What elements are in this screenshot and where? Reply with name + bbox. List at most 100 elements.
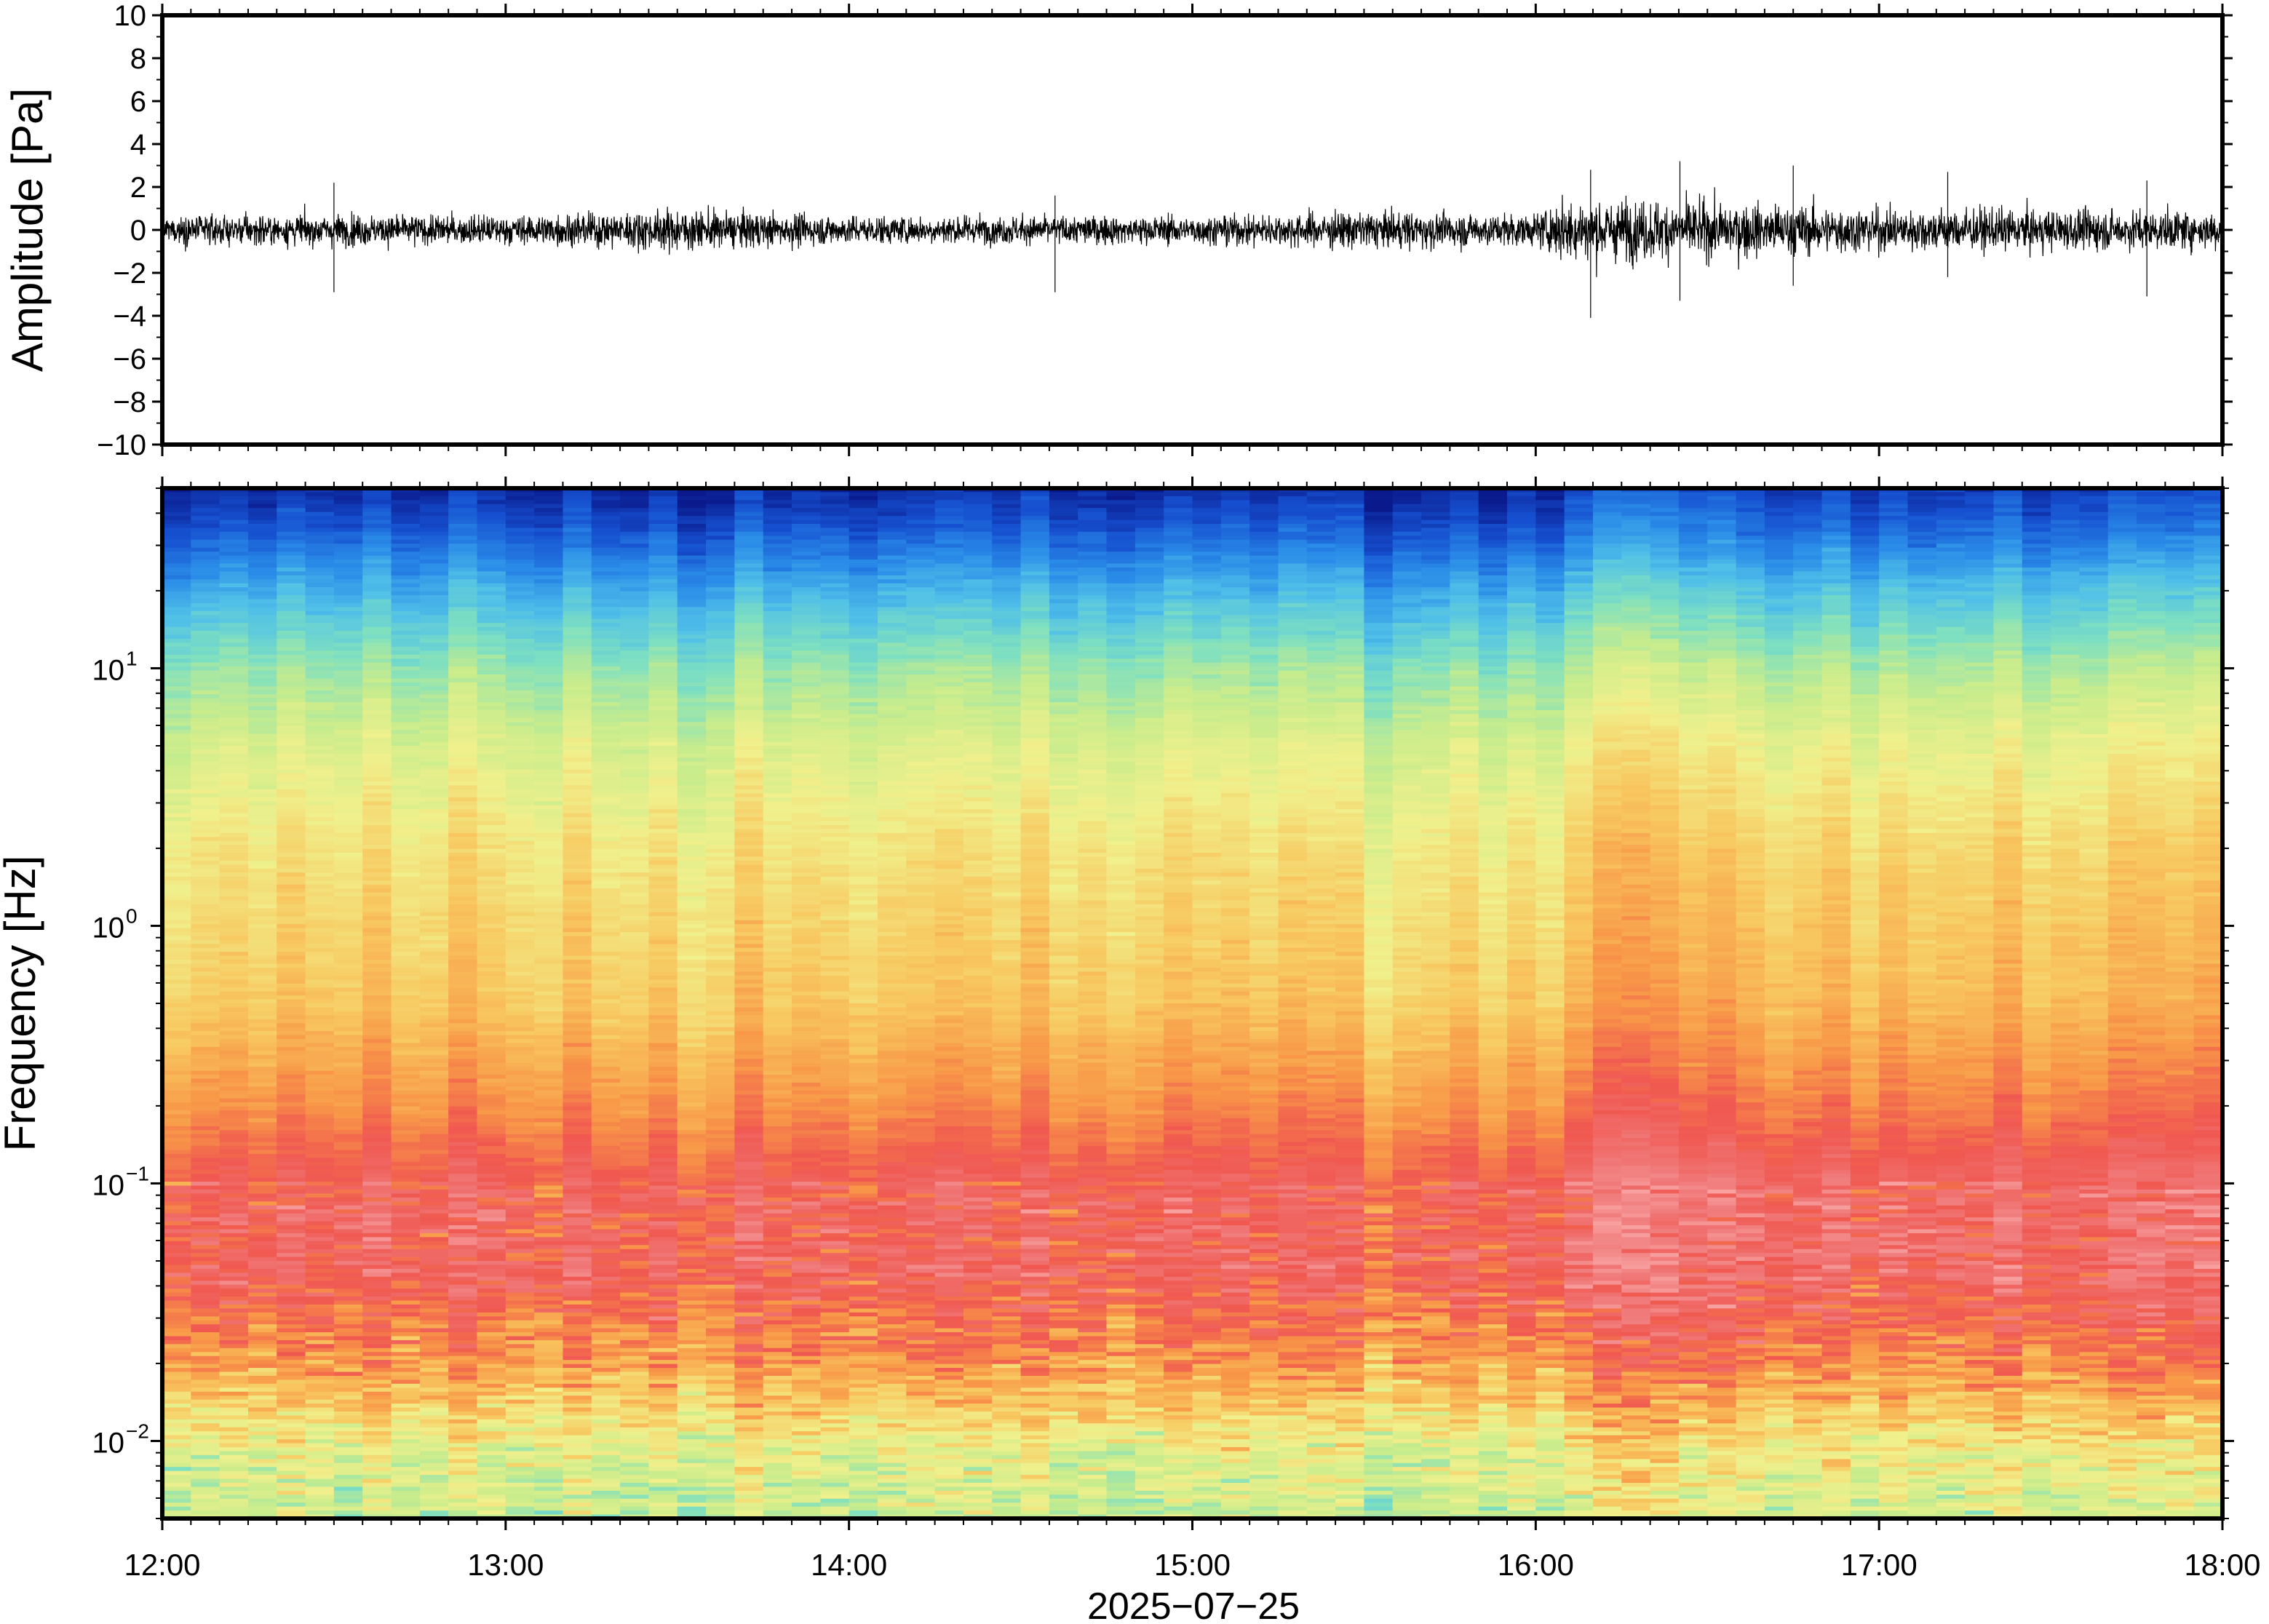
spectrogram-cell <box>419 492 449 497</box>
spectrogram-cell <box>620 686 650 691</box>
spectrogram-cell <box>391 1304 421 1309</box>
spectrogram-cell <box>563 642 592 648</box>
spectrogram-cell <box>477 1336 506 1341</box>
spectrogram-cell <box>534 1122 564 1127</box>
spectrogram-cell <box>505 610 535 616</box>
spectrogram-cell <box>505 1023 535 1028</box>
spectrogram-cell <box>648 793 678 798</box>
spectrogram-cell <box>391 674 421 680</box>
spectrogram-cell <box>620 1019 650 1024</box>
spectrogram-cell <box>333 777 363 782</box>
spectrogram-cell <box>477 761 506 766</box>
spectrogram-cell <box>391 1268 421 1273</box>
spectrogram-cell <box>563 1364 592 1369</box>
spectrogram-cell <box>362 1098 392 1103</box>
spectrogram-cell <box>277 503 306 509</box>
spectrogram-cell <box>648 1130 678 1135</box>
spectrogram-cell <box>191 952 220 957</box>
spectrogram-cell <box>648 765 678 771</box>
spectrogram-cell <box>362 912 392 917</box>
spectrogram-cell <box>477 1451 506 1456</box>
spectrogram-cell <box>419 1078 449 1083</box>
spectrogram-cell <box>505 1205 535 1210</box>
spectrogram-cell <box>162 1490 191 1495</box>
spectrogram-cell <box>648 503 678 509</box>
spectrogram-cell <box>305 1297 335 1302</box>
spectrogram-cell <box>563 1281 592 1286</box>
spectrogram-cell <box>162 610 191 616</box>
spectrogram-cell <box>419 864 449 869</box>
spectrogram-cell <box>648 928 678 933</box>
spectrogram-cell <box>534 1169 564 1174</box>
spectrogram-cell <box>162 888 191 893</box>
spectrogram-cell <box>305 738 335 743</box>
spectrogram-cell <box>362 963 392 968</box>
spectrogram-cell <box>162 1169 191 1174</box>
spectrogram-cell <box>563 709 592 715</box>
spectrogram-cell <box>648 1003 678 1008</box>
spectrogram-cell <box>277 1245 306 1250</box>
spectrogram-cell <box>620 1510 650 1516</box>
spectrogram-cell <box>391 567 421 572</box>
spectrogram-cell <box>563 623 592 628</box>
spectrogram-cell <box>391 528 421 533</box>
spectrogram-cell <box>305 508 335 513</box>
spectrogram-cell <box>162 1177 191 1182</box>
spectrogram-cell <box>591 1273 621 1278</box>
spectrogram-cell <box>534 1404 564 1409</box>
spectrogram-cell <box>534 1090 564 1095</box>
spectrogram-cell <box>448 1427 478 1432</box>
spectrogram-cell <box>333 1289 363 1294</box>
spectrogram-cell <box>362 1352 392 1357</box>
spectrogram-cell <box>563 1332 592 1337</box>
spectrogram-cell <box>534 1344 564 1349</box>
spectrogram-cell <box>419 1281 449 1286</box>
spectrogram-cell <box>277 717 306 723</box>
spectrogram-cell <box>620 931 650 937</box>
spectrogram-cell <box>620 916 650 921</box>
spectrogram-cell <box>534 1462 564 1468</box>
spectrogram-cell <box>563 733 592 739</box>
spectrogram-cell <box>305 1388 335 1393</box>
spectrogram-cell <box>591 1494 621 1500</box>
spectrogram-cell <box>333 1225 363 1230</box>
spectrogram-cell <box>305 832 335 837</box>
spectrogram-cell <box>162 809 191 814</box>
spectrogram-cell <box>391 892 421 897</box>
spectrogram-cell <box>534 1182 564 1187</box>
spectrogram-cell <box>563 1467 592 1472</box>
spectrogram-cell <box>391 1411 421 1416</box>
spectrogram-cell <box>505 1391 535 1396</box>
spectrogram-cell <box>620 642 650 648</box>
spectrogram-cell <box>448 520 478 525</box>
spectrogram-cell <box>620 880 650 885</box>
spectrogram-cell <box>448 931 478 937</box>
spectrogram-cell <box>620 725 650 731</box>
spectrogram-cell <box>333 615 363 620</box>
spectrogram-cell <box>563 1446 592 1452</box>
spectrogram-cell <box>305 1043 335 1048</box>
spectrogram-cell <box>648 817 678 822</box>
spectrogram-cell <box>191 837 220 842</box>
spectrogram-cell <box>247 1439 277 1444</box>
spectrogram-cell <box>162 1494 191 1500</box>
spectrogram-cell <box>620 848 650 853</box>
spectrogram-cell <box>162 1209 191 1214</box>
spectrogram-cell <box>391 1003 421 1008</box>
spectrogram-cell <box>362 1324 392 1329</box>
spectrogram-cell <box>247 824 277 829</box>
spectrogram-cell <box>534 512 564 517</box>
spectrogram-cell <box>391 1443 421 1448</box>
spectrogram-cell <box>563 1486 592 1492</box>
spectrogram-cell <box>534 1364 564 1369</box>
spectrogram-cell <box>305 1268 335 1273</box>
spectrogram-cell <box>362 1304 392 1309</box>
spectrogram-cell <box>620 845 650 850</box>
spectrogram-cell <box>219 1404 249 1409</box>
spectrogram-cell <box>477 1459 506 1464</box>
spectrogram-cell <box>448 1023 478 1028</box>
spectrogram-cell <box>162 896 191 901</box>
spectrogram-cell <box>362 575 392 580</box>
spectrogram-cell <box>247 1312 277 1317</box>
spectrogram-cell <box>247 1268 277 1273</box>
